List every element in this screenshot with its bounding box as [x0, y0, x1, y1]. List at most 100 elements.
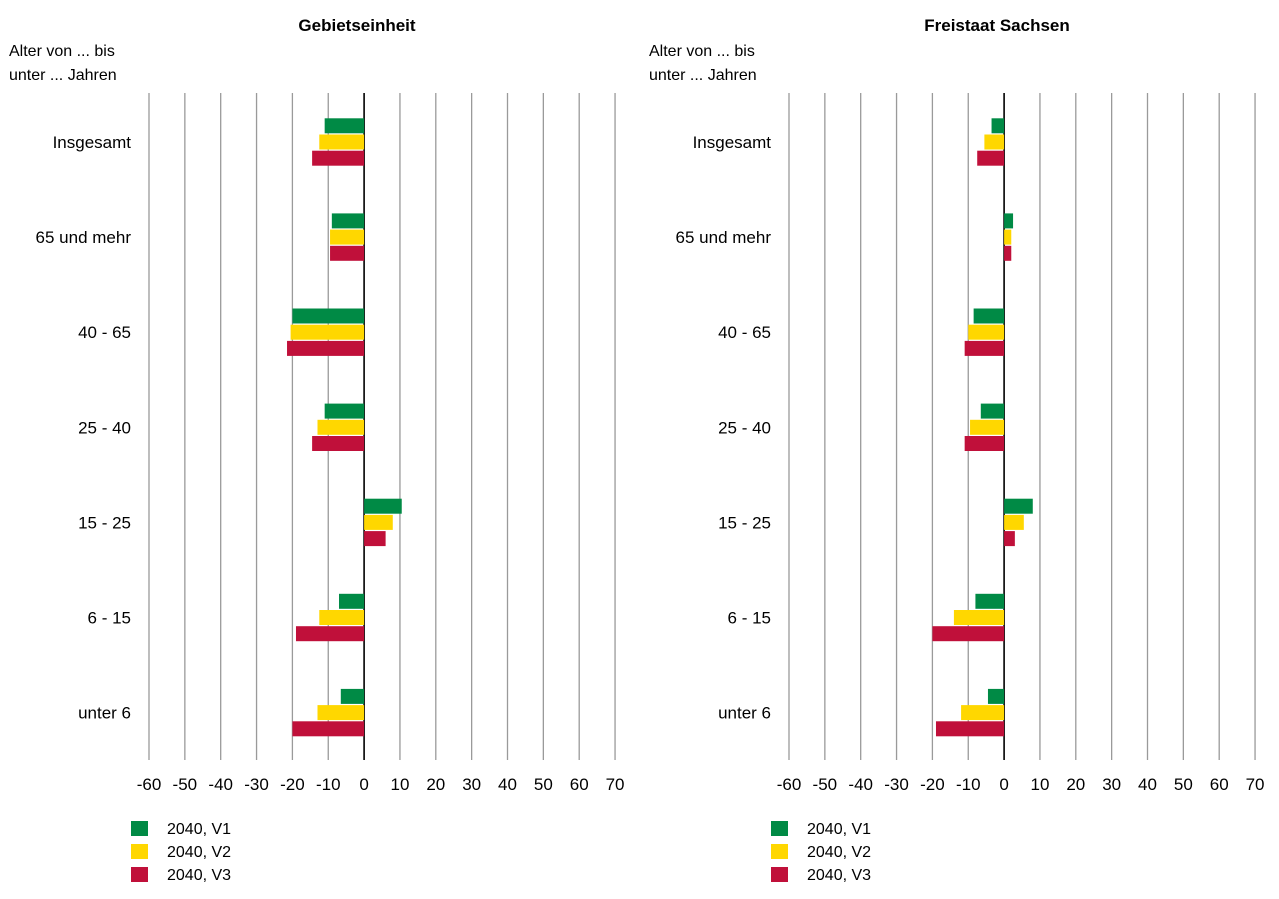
bar [1004, 498, 1033, 514]
bar [290, 324, 365, 340]
legend-label: 2040, V2 [807, 844, 872, 861]
bar [312, 150, 365, 166]
bar [364, 498, 402, 514]
y-axis-header-line-1: Alter von ... bis [9, 43, 115, 60]
chart-title: Freistaat Sachsen [924, 16, 1070, 35]
x-tick-label: 70 [1246, 775, 1265, 794]
x-tick-label: -20 [280, 775, 305, 794]
category-label: 6 - 15 [728, 609, 771, 628]
x-tick-label: 40 [498, 775, 517, 794]
bar [1004, 531, 1015, 547]
bar [935, 721, 1005, 737]
bar [977, 150, 1005, 166]
legend-label: 2040, V3 [807, 867, 872, 884]
x-tick-label: -60 [137, 775, 162, 794]
bar [968, 324, 1005, 340]
category-label: 6 - 15 [88, 609, 131, 628]
bar [987, 688, 1005, 704]
category-label: unter 6 [718, 704, 771, 723]
x-tick-label: 40 [1138, 775, 1157, 794]
legend-swatch [771, 867, 788, 882]
bar [364, 514, 393, 530]
category-label: unter 6 [78, 704, 131, 723]
legend-swatch [131, 867, 148, 882]
x-tick-label: 20 [426, 775, 445, 794]
bar [317, 419, 365, 435]
bar-chart-plot: -60 -50 -40 -30 -20 -10 0 10 20 30 40 50 60 70 Insgesa… [676, 93, 1265, 794]
bar [330, 245, 365, 261]
bar [1004, 514, 1024, 530]
bar [292, 308, 365, 324]
bar [331, 213, 365, 229]
x-tick-label: -20 [920, 775, 945, 794]
bar [339, 593, 365, 609]
category-label: Insgesamt [53, 133, 132, 152]
legend-label: 2040, V1 [807, 821, 872, 838]
x-tick-label: -60 [777, 775, 802, 794]
legend-swatch [131, 844, 148, 859]
bar [364, 531, 386, 547]
legend-swatch [131, 821, 148, 836]
bar [1004, 229, 1012, 245]
x-tick-label: 30 [1102, 775, 1121, 794]
bar [964, 340, 1005, 356]
bar [984, 134, 1005, 150]
bar [330, 229, 365, 245]
bar [991, 118, 1005, 134]
x-tick-label: -10 [316, 775, 341, 794]
bar [292, 721, 365, 737]
y-axis-header: Alter von ... bis unter ... Jahren [9, 40, 117, 88]
x-tick-label: 10 [1030, 775, 1049, 794]
x-tick-label: 0 [999, 775, 1008, 794]
bar [961, 705, 1005, 721]
category-label: Insgesamt [693, 133, 772, 152]
x-tick-label: -40 [848, 775, 873, 794]
bar [953, 610, 1005, 625]
x-tick-label: -50 [173, 775, 198, 794]
chart-panel-left: Gebietseinheit Alter von ... bis unter .… [0, 0, 639, 899]
x-tick-label: -50 [813, 775, 838, 794]
category-label: 65 und mehr [36, 228, 132, 247]
category-label: 25 - 40 [78, 418, 131, 437]
y-axis-header: Alter von ... bis unter ... Jahren [649, 40, 757, 88]
bar [312, 436, 365, 451]
bar [980, 403, 1005, 419]
bar [973, 308, 1005, 324]
y-axis-header-line-1: Alter von ... bis [649, 43, 755, 60]
bar [324, 118, 365, 134]
category-label: 40 - 65 [718, 323, 771, 342]
chart-panel-right: Freistaat Sachsen Alter von ... bis unte… [640, 0, 1279, 899]
bar [319, 134, 365, 150]
bar [340, 688, 365, 704]
bar [319, 610, 365, 625]
legend-swatch [771, 821, 788, 836]
legend-swatch [771, 844, 788, 859]
x-tick-label: 70 [606, 775, 625, 794]
bar [324, 403, 365, 419]
bar [295, 626, 365, 642]
legend-label: 2040, V1 [167, 821, 232, 838]
bar [975, 593, 1005, 609]
bar [1004, 213, 1014, 229]
category-label: 15 - 25 [718, 513, 771, 532]
x-tick-label: -30 [244, 775, 269, 794]
bar [932, 626, 1005, 642]
x-tick-label: 20 [1066, 775, 1085, 794]
x-tick-label: 30 [462, 775, 481, 794]
category-label: 25 - 40 [718, 418, 771, 437]
x-tick-label: 60 [1210, 775, 1229, 794]
bar [964, 436, 1005, 451]
category-label: 65 und mehr [676, 228, 772, 247]
bar-chart-plot: -60 -50 -40 -30 -20 -10 0 10 20 30 40 50 60 70 Insgesa… [36, 93, 625, 794]
category-label: 40 - 65 [78, 323, 131, 342]
x-tick-label: 50 [1174, 775, 1193, 794]
x-tick-label: -10 [956, 775, 981, 794]
legend-label: 2040, V3 [167, 867, 232, 884]
y-axis-header-line-2: unter ... Jahren [649, 67, 757, 84]
x-tick-label: -30 [884, 775, 909, 794]
x-tick-label: 10 [390, 775, 409, 794]
x-tick-label: 0 [359, 775, 368, 794]
x-tick-label: 50 [534, 775, 553, 794]
category-label: 15 - 25 [78, 513, 131, 532]
bar [317, 705, 365, 721]
